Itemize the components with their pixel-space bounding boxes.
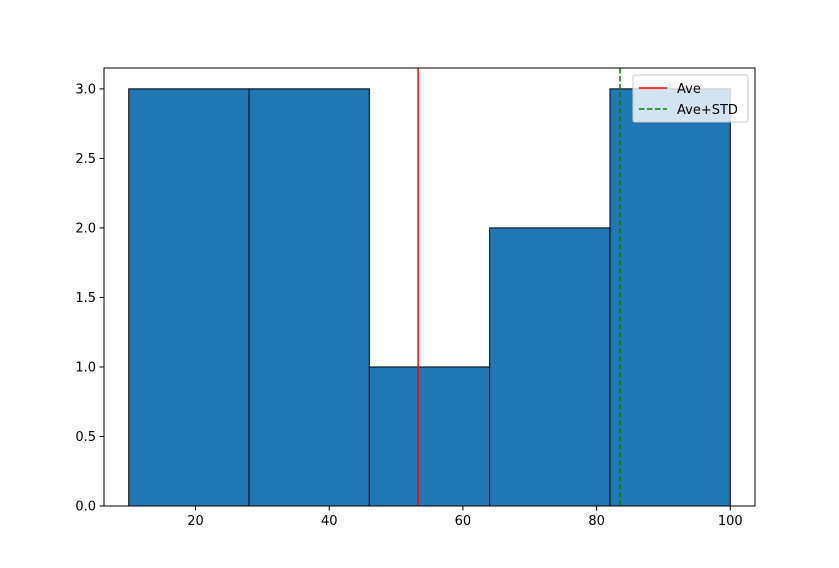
y-axis: 0.0 0.5 1.0 1.5 2.0 2.5 3.0 (75, 82, 104, 515)
x-tick-label: 40 (321, 514, 338, 529)
histogram-bar (609, 88, 731, 507)
legend-label-ave-std: Ave+STD (677, 103, 738, 118)
legend-box (632, 74, 749, 123)
legend: Ave Ave+STD (632, 74, 749, 123)
y-tick-label: 2.5 (75, 152, 96, 167)
histogram-bar (128, 88, 250, 507)
y-tick-label: 2.0 (75, 221, 96, 236)
y-tick-label: 0.0 (75, 500, 96, 515)
histogram-bars (128, 88, 731, 507)
x-tick-label: 20 (187, 514, 204, 529)
y-tick-label: 1.5 (75, 291, 96, 306)
y-tick-label: 1.0 (75, 360, 96, 375)
x-tick-label: 100 (718, 514, 743, 529)
histogram-bar (248, 88, 370, 507)
legend-label-ave: Ave (677, 82, 701, 97)
y-tick-label: 0.5 (75, 430, 96, 445)
y-tick-label: 3.0 (75, 82, 96, 97)
histogram-bar (368, 366, 491, 507)
histogram-bar (489, 227, 611, 507)
x-tick-label: 60 (455, 514, 472, 529)
x-tick-label: 80 (588, 514, 605, 529)
x-axis: 20 40 60 80 100 (187, 506, 743, 529)
reference-lines (417, 68, 621, 506)
axes-frame (103, 67, 756, 507)
